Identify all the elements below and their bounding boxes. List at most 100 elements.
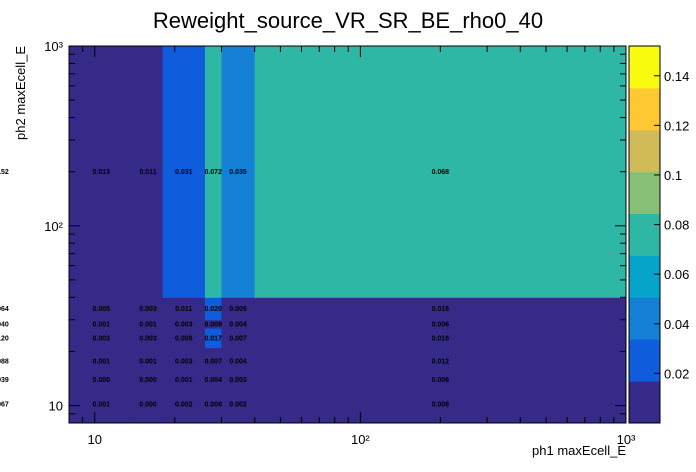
cell-value-label: 0.012 (432, 358, 450, 365)
cell-value-label: 0.006 (175, 335, 193, 342)
cell-value-label: 0.006 (204, 402, 222, 409)
y-tick-label: 10³ (44, 39, 63, 54)
cell-value-label: 0.088 (0, 358, 9, 365)
heatmap-cell (133, 347, 164, 375)
heatmap-cell (133, 297, 164, 321)
x-tick-label: 10 (88, 432, 102, 447)
cell-value-label: 0.003 (93, 335, 111, 342)
cell-value-labels: 0.001 0.000 0.002 0.006 0.002 0.008 0.067 0.000… (0, 169, 449, 408)
heatmap-cell (162, 373, 206, 386)
cell-value-label: 0.001 (93, 358, 111, 365)
cell-value-label: 0.004 (204, 377, 222, 384)
heatmap-cells (69, 46, 627, 424)
cell-value-label: 0.008 (432, 402, 450, 409)
cell-value-label: 0.040 (0, 321, 9, 328)
heatmap-cell (254, 373, 627, 386)
cell-value-label: 0.003 (139, 335, 157, 342)
cell-value-label: 0.067 (0, 402, 9, 409)
heatmap-cell (204, 347, 222, 375)
cell-value-label: 0.152 (0, 169, 9, 176)
heatmap-cell (221, 385, 256, 424)
cell-value-label: 0.072 (204, 169, 222, 176)
heatmap-cell (69, 373, 135, 386)
cell-value-label: 0.006 (432, 377, 450, 384)
heatmap-cell (162, 46, 206, 298)
cell-value-label: 0.000 (93, 377, 111, 384)
colorbar-segment (629, 213, 660, 256)
heatmap-cell (221, 46, 256, 298)
heatmap-cell (254, 347, 627, 375)
colorbar-segment (629, 87, 660, 131)
cell-value-label: 0.002 (175, 402, 193, 409)
cell-value-label: 0.003 (175, 358, 193, 365)
colorbar-tick-label: 0.08 (664, 218, 689, 233)
cell-value-label: 0.006 (432, 321, 450, 328)
colorbar-segment (629, 255, 660, 298)
heatmap-cell (204, 297, 222, 321)
heatmap-cell (69, 347, 135, 375)
colorbar-tick-label: 0.06 (664, 267, 689, 282)
heatmap-cell (133, 46, 164, 298)
heatmap-cell (221, 328, 256, 349)
colorbar-segment (629, 297, 660, 340)
y-tick-label: 10² (44, 219, 63, 234)
cell-value-label: 0.002 (229, 402, 247, 409)
cell-value-label: 0.000 (139, 377, 157, 384)
cell-value-label: 0.003 (139, 306, 157, 313)
heatmap-cell (69, 319, 135, 329)
heatmap-cell (221, 297, 256, 321)
cell-value-label: 0.013 (93, 169, 111, 176)
cell-value-label: 0.004 (229, 321, 247, 328)
heatmap-cell (162, 347, 206, 375)
cell-value-label: 0.000 (139, 402, 157, 409)
heatmap-cell (133, 319, 164, 329)
cell-value-label: 0.011 (175, 306, 192, 313)
heatmap-cell (162, 328, 206, 349)
heatmap-cell (221, 347, 256, 375)
cell-value-label: 0.039 (0, 377, 9, 384)
x-tick-label: 10³ (617, 432, 636, 447)
colorbar-tick-label: 0.12 (664, 118, 689, 133)
colorbar-tick-label: 0.14 (664, 69, 689, 84)
heatmap-cell (69, 297, 135, 321)
cell-value-label: 0.120 (0, 335, 9, 342)
cell-value-label: 0.031 (175, 169, 193, 176)
colorbar-tick-label: 0.04 (664, 317, 689, 332)
cell-value-label: 0.017 (204, 335, 222, 342)
cell-value-label: 0.001 (93, 321, 111, 328)
heatmap-cell (133, 385, 164, 424)
heatmap-cell (204, 319, 222, 329)
cell-value-label: 0.011 (139, 169, 156, 176)
cell-value-label: 0.020 (204, 306, 222, 313)
colorbar-segment (629, 46, 660, 89)
heatmap-cell (69, 328, 135, 349)
cell-value-label: 0.068 (432, 169, 450, 176)
heatmap-cell (204, 328, 222, 349)
cell-value-label: 0.001 (139, 321, 157, 328)
cell-value-label: 0.005 (93, 306, 111, 313)
heatmap-cell (204, 385, 222, 424)
heatmap-cell (162, 319, 206, 329)
y-tick-label: 10 (49, 399, 63, 414)
cell-value-label: 0.009 (229, 306, 247, 313)
x-axis-label: ph1 maxEcell_E (532, 443, 626, 458)
color-scale-bar: 0.02 0.04 0.06 0.08 0.1 0.12 0.14 (628, 45, 689, 424)
heatmap-cell (204, 46, 222, 298)
cell-value-label: 0.016 (432, 335, 450, 342)
colorbar-segment (629, 171, 660, 215)
chart-title: Reweight_source_VR_SR_BE_rho0_40 (153, 8, 543, 33)
heatmap-cell (254, 46, 627, 298)
axis-ticks: 10 10² 10³ 10 10² 10³ (44, 39, 636, 447)
x-tick-label: 10² (351, 432, 370, 447)
heatmap-cell (162, 385, 206, 424)
y-axis-label: ph2 maxEcell_E (13, 46, 28, 140)
colorbar-segment (629, 381, 660, 424)
colorbar-tick-label: 0.1 (664, 168, 682, 183)
heatmap-cell (133, 373, 164, 386)
heatmap-cell (254, 319, 627, 329)
colorbar-segment (629, 339, 660, 382)
cell-value-label: 0.064 (0, 306, 9, 313)
heatmap-cell (69, 385, 135, 424)
cell-value-label: 0.001 (93, 402, 111, 409)
